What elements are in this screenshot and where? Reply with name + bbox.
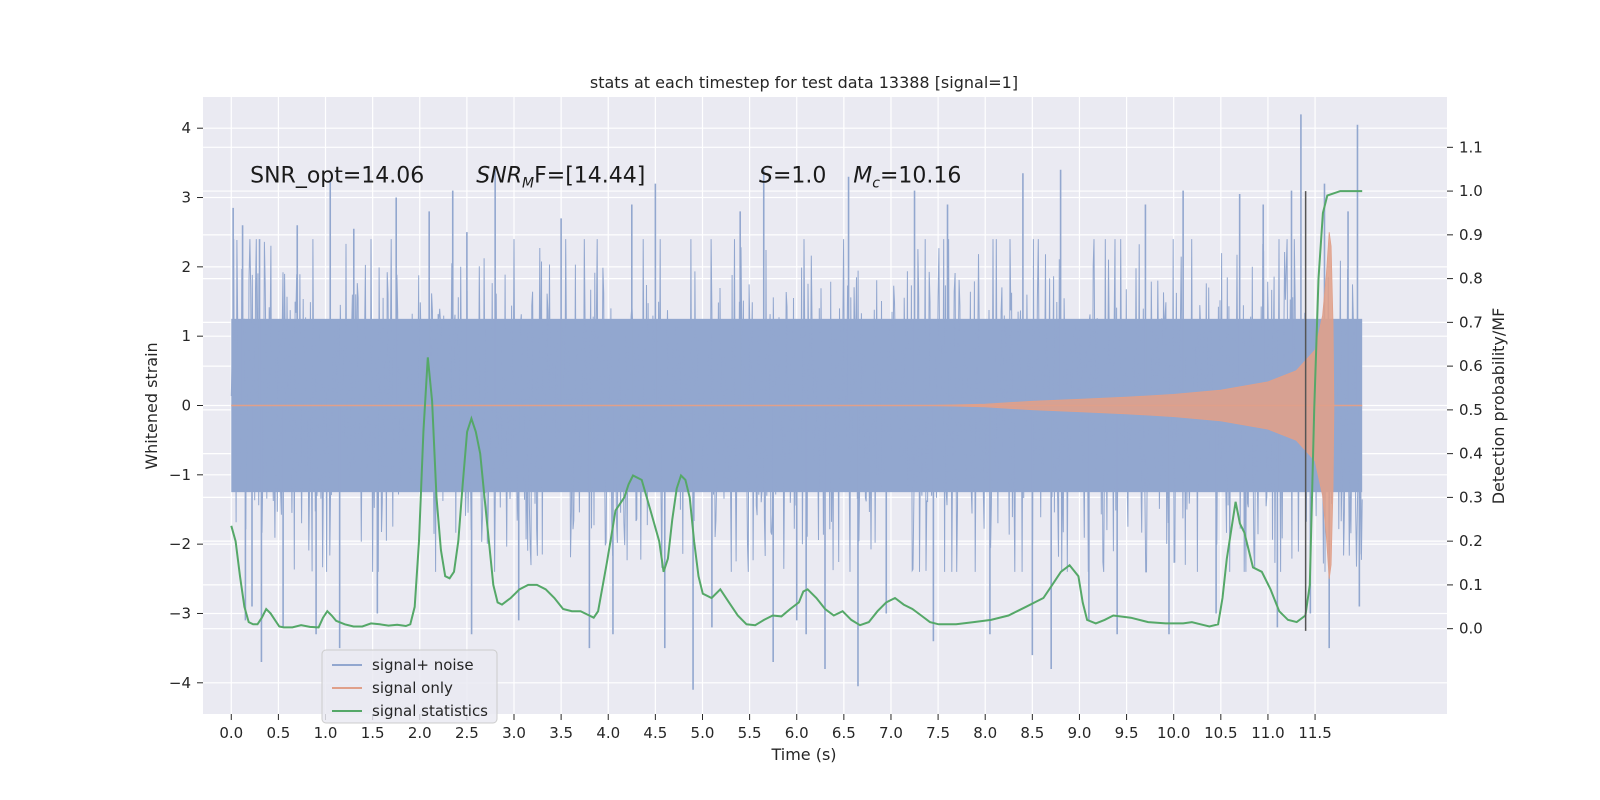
- y-tick-label: 3: [181, 189, 191, 207]
- x-tick-label: 6.5: [832, 724, 856, 742]
- x-axis-title: Time (s): [770, 745, 836, 764]
- x-tick-label: 8.5: [1020, 724, 1044, 742]
- x-tick-label: 10.0: [1157, 724, 1190, 742]
- series-signal-statistics: [230, 190, 1363, 629]
- annotation-main: M: [853, 164, 872, 189]
- y-tick-label: −2: [169, 535, 191, 553]
- y2-tick-label: 0.0: [1459, 620, 1483, 638]
- legend-label: signal statistics: [372, 702, 488, 720]
- annotation-main: SNR: [476, 164, 522, 189]
- y2-tick-label: 0.3: [1459, 488, 1483, 506]
- stat-annotation: SNR_opt=14.06: [250, 164, 424, 189]
- y2-tick-label: 0.8: [1459, 270, 1483, 288]
- y2-tick-label: 0.9: [1459, 226, 1483, 244]
- x-tick-label: 8.0: [973, 724, 997, 742]
- y2-tick-label: 0.7: [1459, 313, 1483, 331]
- y-axis-title: Whitened strain: [142, 342, 161, 469]
- y2-tick-label: 0.5: [1459, 401, 1483, 419]
- y-tick-label: 4: [181, 119, 191, 137]
- x-tick-label: 5.5: [738, 724, 762, 742]
- y-tick-label: 0: [181, 397, 191, 415]
- legend-box: [321, 649, 498, 724]
- x-tick-label: 6.0: [785, 724, 809, 742]
- x-tick-label: 10.5: [1204, 724, 1237, 742]
- y2-tick-label: 0.1: [1459, 576, 1483, 594]
- x-tick-label: 11.0: [1251, 724, 1284, 742]
- x-tick-label: 11.5: [1298, 724, 1331, 742]
- annotation-rest: F=[14.44]: [534, 164, 645, 189]
- y2-tick-label: 0.4: [1459, 445, 1483, 463]
- x-tick-label: 1.5: [361, 724, 385, 742]
- y2-tick-label: 0.2: [1459, 532, 1483, 550]
- legend-label: signal+ noise: [372, 656, 474, 674]
- stat-annotation: S=1.0: [759, 164, 826, 189]
- x-tick-label: 3.5: [549, 724, 573, 742]
- x-tick-label: 5.0: [691, 724, 715, 742]
- annotation-rest: =1.0: [773, 164, 826, 189]
- y-tick-label: 2: [181, 258, 191, 276]
- x-tick-label: 2.0: [408, 724, 432, 742]
- x-tick-label: 1.0: [314, 724, 338, 742]
- annotation-subscript: M: [522, 176, 534, 192]
- x-tick-label: 3.0: [502, 724, 526, 742]
- annotation-main: S: [759, 164, 773, 189]
- y2-tick-label: 0.6: [1459, 357, 1483, 375]
- stat-annotation: Mc=10.16: [853, 164, 961, 192]
- legend: signal+ noise signal only signal statistic…: [321, 649, 498, 724]
- x-tick-label: 7.0: [879, 724, 903, 742]
- x-tick-label: 2.5: [455, 724, 479, 742]
- x-tick-label: 4.5: [643, 724, 667, 742]
- y-tick-label: −1: [169, 466, 191, 484]
- annotation-main: SNR_opt=14.06: [250, 164, 424, 189]
- y2-tick-label: 1.1: [1459, 138, 1483, 156]
- annotation-subscript: c: [872, 176, 880, 192]
- y-tick-label: 1: [181, 327, 191, 345]
- x-tick-label: 0.5: [266, 724, 290, 742]
- y2-axis-title: Detection probability/MF: [1489, 308, 1508, 505]
- chart-title: stats at each timestep for test data 133…: [590, 73, 1018, 92]
- y2-tick-label: 1.0: [1459, 182, 1483, 200]
- annotation-rest: =10.16: [880, 164, 961, 189]
- y-tick-label: −4: [169, 674, 191, 692]
- x-tick-label: 9.0: [1068, 724, 1092, 742]
- x-tick-label: 0.0: [219, 724, 243, 742]
- y-tick-label: −3: [169, 604, 191, 622]
- stat-annotation: SNRMF=[14.44]: [476, 164, 645, 192]
- x-tick-label: 7.5: [926, 724, 950, 742]
- legend-label: signal only: [372, 679, 453, 697]
- x-tick-label: 4.0: [596, 724, 620, 742]
- x-tick-label: 9.5: [1115, 724, 1139, 742]
